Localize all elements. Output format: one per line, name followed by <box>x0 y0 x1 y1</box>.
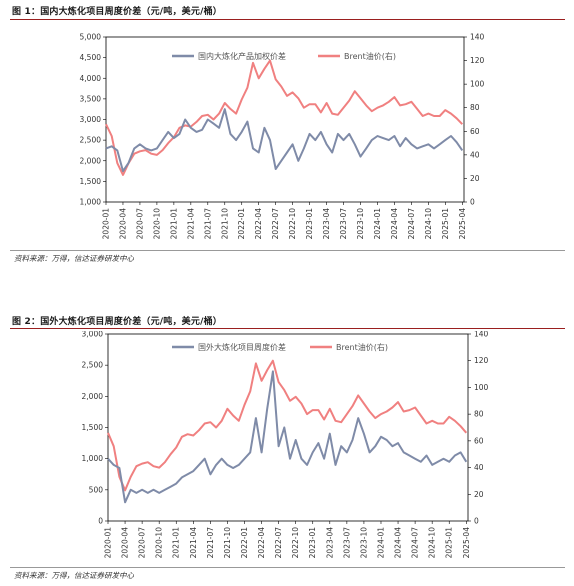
y-right-tick-label: 60 <box>474 436 484 445</box>
brent-series-line <box>105 59 464 176</box>
x-tick-label: 2020-10 <box>155 527 164 559</box>
y-left-tick-label: 1,000 <box>82 454 104 463</box>
x-tick-label: 2020-10 <box>152 208 161 240</box>
legend-label-spread: 国内大炼化产品加权价差 <box>198 51 286 61</box>
y-right-tick-label: 60 <box>470 127 480 136</box>
y-left-tick-label: 1,000 <box>80 198 102 207</box>
brent-series-line <box>107 359 468 492</box>
x-tick-label: 2024-07 <box>407 208 416 240</box>
x-tick-label: 2020-04 <box>118 208 127 240</box>
y-right-tick-label: 140 <box>474 331 489 339</box>
x-tick-label: 2021-07 <box>206 527 215 559</box>
x-tick-label: 2023-07 <box>342 527 351 559</box>
x-tick-label: 2022-07 <box>271 208 280 240</box>
y-left-tick-label: 500 <box>89 485 104 494</box>
x-tick-label: 2020-01 <box>104 527 113 559</box>
x-tick-label: 2023-07 <box>339 208 348 240</box>
x-tick-label: 2024-10 <box>424 208 433 240</box>
y-left-tick-label: 1,500 <box>82 423 104 432</box>
y-left-tick-label: 2,500 <box>80 136 102 145</box>
x-tick-label: 2021-04 <box>189 527 198 559</box>
y-right-tick-label: 140 <box>470 33 485 42</box>
figure-1-bottom-rule <box>10 250 565 251</box>
x-tick-label: 2022-04 <box>254 208 263 240</box>
y-left-tick-label: 2,000 <box>82 392 104 401</box>
x-tick-label: 2022-07 <box>274 527 283 559</box>
x-tick-label: 2025-01 <box>441 208 450 240</box>
y-left-tick-label: 2,000 <box>80 156 102 165</box>
plot-frame <box>105 36 465 203</box>
x-tick-label: 2021-01 <box>169 208 178 240</box>
y-right-tick-label: 80 <box>470 103 480 112</box>
x-tick-label: 2024-04 <box>390 208 399 240</box>
figure-1-top-rule <box>10 19 565 20</box>
y-left-tick-label: 1,500 <box>80 177 102 186</box>
y-right-tick-label: 20 <box>474 490 484 499</box>
x-tick-label: 2023-10 <box>356 208 365 240</box>
x-tick-label: 2020-07 <box>138 527 147 559</box>
figure-2-source: 资料来源：万得，信达证券研发中心 <box>14 571 134 580</box>
x-tick-label: 2022-01 <box>237 208 246 240</box>
figure-2-bottom-rule <box>10 567 565 568</box>
x-tick-label: 2021-10 <box>223 527 232 559</box>
x-tick-label: 2021-07 <box>203 208 212 240</box>
x-tick-label: 2023-10 <box>359 527 368 559</box>
x-tick-label: 2023-01 <box>308 527 317 559</box>
x-tick-label: 2020-04 <box>121 527 130 559</box>
y-right-tick-label: 40 <box>474 463 484 472</box>
y-left-tick-label: 3,000 <box>82 331 104 339</box>
x-tick-label: 2020-07 <box>135 208 144 240</box>
y-right-tick-label: 100 <box>474 383 489 392</box>
x-tick-label: 2021-04 <box>186 208 195 240</box>
y-left-tick-label: 5,000 <box>80 33 102 42</box>
x-tick-label: 2020-01 <box>102 208 111 240</box>
x-tick-label: 2023-04 <box>322 208 331 240</box>
x-tick-label: 2025-04 <box>458 208 467 240</box>
figure-2-chart: 0 500 1,000 1,500 2,000 2,500 3,000 0 20 40 60 80 10… <box>82 331 489 559</box>
x-tick-label: 2022-10 <box>288 208 297 240</box>
y-right-tick-label: 120 <box>470 56 485 65</box>
x-tick-label: 2023-04 <box>325 527 334 559</box>
y-left-tick-label: 0 <box>98 517 103 526</box>
y-right-tick-label: 20 <box>470 174 480 183</box>
x-tick-label: 2022-04 <box>257 527 266 559</box>
figure-1-chart: 1,000 1,500 2,000 2,500 3,000 3,500 4,000 4,500… <box>80 33 485 240</box>
x-tick-label: 2024-10 <box>428 527 437 559</box>
x-tick-label: 2025-04 <box>462 527 471 559</box>
x-tick-label: 2021-10 <box>220 208 229 240</box>
legend-label-brent: Brent油价(右) <box>344 51 396 61</box>
legend-label-spread: 国外大炼化项目周度价差 <box>198 342 286 352</box>
x-tick-label: 2023-01 <box>305 208 314 240</box>
y-right-tick-label: 120 <box>474 356 489 365</box>
y-left-tick-label: 4,000 <box>80 74 102 83</box>
x-tick-label: 2024-01 <box>373 208 382 240</box>
y-left-tick-label: 3,000 <box>80 115 102 124</box>
y-left-tick-label: 4,500 <box>80 53 102 62</box>
x-tick-label: 2021-01 <box>172 527 181 559</box>
y-right-tick-label: 80 <box>474 410 484 419</box>
x-tick-label: 2024-01 <box>376 527 385 559</box>
x-tick-label: 2025-01 <box>445 527 454 559</box>
figure-1-title: 图 1：国内大炼化项目周度价差（元/吨，美元/桶） <box>12 7 222 17</box>
figure-2-top-rule <box>10 328 565 329</box>
x-tick-label: 2024-07 <box>411 527 420 559</box>
legend-label-brent: Brent油价(右) <box>336 342 388 352</box>
y-left-tick-label: 2,500 <box>82 361 104 370</box>
plot-frame <box>107 333 469 522</box>
spread-series-line <box>105 108 464 173</box>
y-left-tick-label: 3,500 <box>80 94 102 103</box>
x-tick-label: 2022-01 <box>240 527 249 559</box>
y-right-tick-label: 100 <box>470 80 485 89</box>
figure-2-title: 图 2：国外大炼化项目周度价差（元/吨，美元/桶） <box>12 317 222 327</box>
y-right-tick-label: 0 <box>474 517 479 526</box>
x-tick-label: 2022-10 <box>291 527 300 559</box>
figure-1-source: 资料来源：万得，信达证券研发中心 <box>14 254 134 263</box>
spread-series-line <box>107 370 468 504</box>
y-right-tick-label: 40 <box>470 150 480 159</box>
y-right-tick-label: 0 <box>470 198 475 207</box>
x-tick-label: 2024-04 <box>394 527 403 559</box>
